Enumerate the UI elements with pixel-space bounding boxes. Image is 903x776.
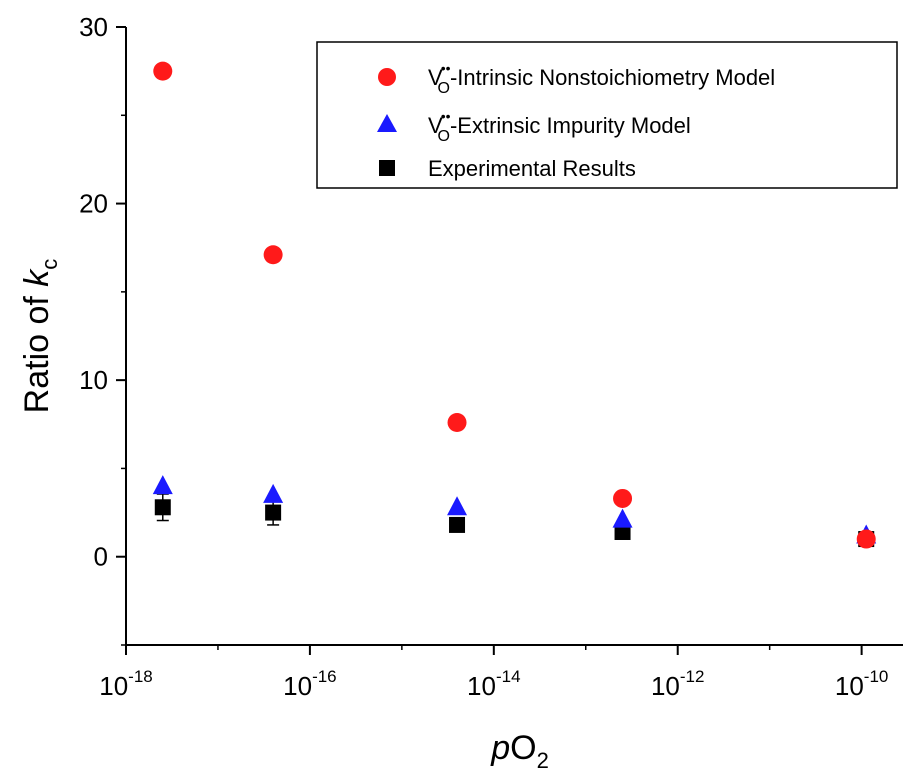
y-axis-title: Ratio of kc — [18, 259, 62, 414]
y-tick-label: 0 — [94, 542, 108, 572]
intrinsic-model-point — [856, 529, 876, 549]
intrinsic-model-point — [263, 245, 283, 265]
data-points — [152, 61, 877, 549]
plot-frame — [125, 27, 903, 646]
y-tick-label: 10 — [79, 365, 108, 395]
legend: V•• O-Intrinsic Nonstoichiometry Model V•… — [316, 41, 898, 189]
legend-marker-experimental — [379, 160, 395, 176]
extrinsic-model-point — [612, 508, 633, 528]
intrinsic-model-point — [613, 488, 633, 508]
x-tick-label: 10-16 — [283, 667, 337, 701]
x-axis-title: pO2 — [490, 729, 549, 773]
legend-label-extrinsic: V•• O-Extrinsic Impurity Model — [428, 108, 691, 145]
y-tick-label: 20 — [79, 189, 108, 219]
extrinsic-model-point — [447, 496, 468, 516]
legend-label-experimental: Experimental Results — [428, 156, 636, 181]
legend-marker-extrinsic — [377, 114, 397, 132]
extrinsic-model-point — [152, 475, 173, 495]
x-axis-ticks: 10-18 10-16 10-14 10-12 10-10 — [99, 645, 888, 701]
experimental-point — [614, 523, 631, 540]
experimental-point — [154, 499, 171, 516]
experimental-point — [265, 504, 282, 521]
y-axis-ticks: 0 10 20 30 — [79, 12, 126, 646]
legend-box — [316, 41, 898, 189]
legend-marker-intrinsic — [378, 68, 396, 86]
intrinsic-model-point — [447, 413, 467, 433]
legend-label-intrinsic: V•• O-Intrinsic Nonstoichiometry Model — [428, 60, 775, 97]
x-tick-label: 10-10 — [835, 667, 889, 701]
x-tick-label: 10-18 — [99, 667, 153, 701]
intrinsic-model-point — [153, 61, 173, 81]
experimental-point — [449, 516, 466, 533]
y-tick-label: 30 — [79, 12, 108, 42]
x-tick-label: 10-12 — [651, 667, 705, 701]
x-tick-label: 10-14 — [467, 667, 521, 701]
extrinsic-model-point — [263, 483, 284, 503]
